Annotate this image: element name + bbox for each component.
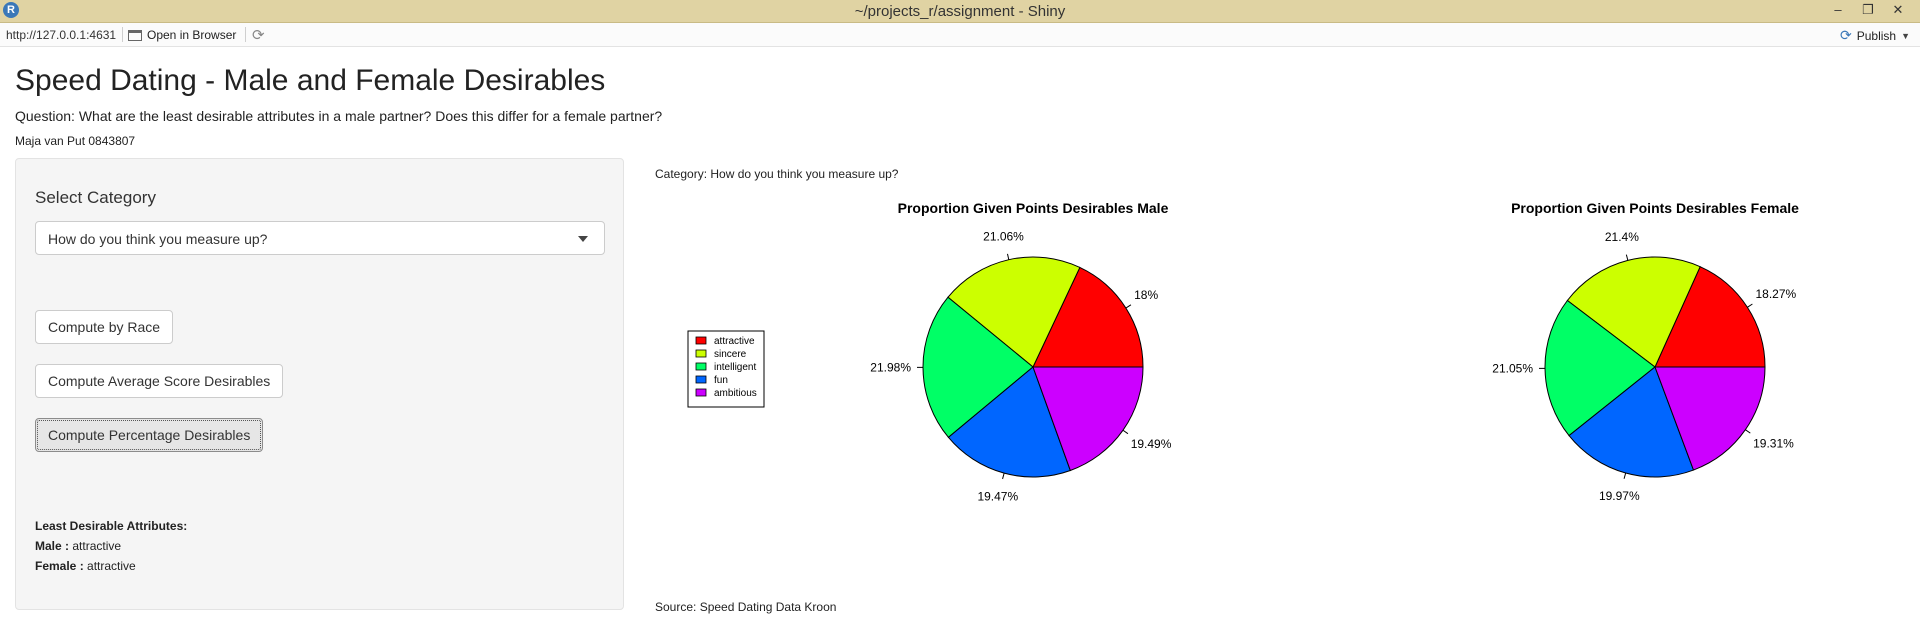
pie-slice-attractive — [1032, 266, 1144, 368]
author-text: Maja van Put 0843807 — [15, 134, 136, 148]
pie-slice-sincere — [947, 256, 1081, 368]
browser-window-icon — [128, 29, 142, 41]
legend-swatch-ambitious — [695, 388, 707, 397]
least-desirable-output: Least Desirable Attributes: Male : attra… — [35, 516, 187, 576]
slice-label: 21.06% — [983, 229, 1024, 243]
pie-slice-sincere — [1566, 256, 1701, 368]
male-label: Male : — [35, 539, 70, 553]
slice-label: 19.47% — [977, 489, 1018, 503]
toolbar-divider — [122, 27, 123, 42]
slice-label-tick — [1625, 254, 1629, 261]
window-title: ~/projects_r/assignment - Shiny — [854, 3, 1066, 20]
sidebar-panel: Select Category How do you think you mea… — [15, 158, 624, 610]
slice-label: 21.98% — [870, 360, 911, 374]
url-text[interactable]: http://127.0.0.1:4631 — [6, 28, 117, 42]
open-in-browser-label: Open in Browser — [147, 28, 237, 42]
page-title: Speed Dating - Male and Female Desirable… — [15, 64, 606, 97]
slice-label-tick — [1623, 472, 1627, 479]
dropdown-arrow-icon — [578, 236, 588, 242]
pie-charts-plot: Proportion Given Points Desirables Male 1… — [687, 200, 1799, 503]
chart-title: Proportion Given Points Desirables Male — [898, 200, 1169, 216]
legend-entry: sincere — [714, 349, 747, 360]
female-label: Female : — [35, 559, 84, 573]
publish-icon: ⟳ — [1839, 27, 1852, 43]
slice-label: 21.05% — [1492, 362, 1533, 376]
category-select[interactable]: How do you think you measure up? — [35, 221, 605, 255]
restore-icon[interactable]: ❐ — [1862, 2, 1874, 17]
source-text: Source: Speed Dating Data Kroon — [655, 600, 837, 614]
compute-by-race-button[interactable]: Compute by Race — [35, 310, 174, 344]
close-icon[interactable]: ✕ — [1892, 2, 1904, 17]
chart-title: Proportion Given Points Desirables Femal… — [1511, 200, 1799, 216]
question-text: Question: What are the least desirable a… — [15, 108, 663, 124]
minimize-icon[interactable]: – — [1834, 2, 1842, 17]
pie-slice-fun — [1568, 366, 1695, 478]
publish-label: Publish — [1856, 28, 1897, 43]
pie-slice-ambitious — [1654, 366, 1766, 471]
slice-label: 19.97% — [1599, 489, 1640, 503]
slice-label: 19.31% — [1753, 436, 1794, 450]
legend-swatch-sincere — [695, 349, 707, 358]
slice-label-tick — [1747, 303, 1753, 308]
pie-slice-ambitious — [1032, 366, 1144, 472]
legend-swatch-intelligent — [695, 362, 707, 371]
pie-slice-intelligent — [1544, 299, 1656, 437]
legend-swatch-attractive — [695, 336, 707, 345]
window-controls: – ❐ ✕ — [1824, 1, 1912, 19]
female-value: attractive — [87, 559, 136, 573]
compute-percentage-button[interactable]: Compute Percentage Desirables — [35, 418, 264, 452]
category-text: Category: How do you think you measure u… — [655, 167, 899, 181]
slice-label-tick — [1002, 473, 1005, 480]
category-select-value: How do you think you measure up? — [48, 231, 268, 247]
legend-entry: fun — [714, 375, 728, 386]
legend-entry: attractive — [714, 336, 755, 347]
publish-button[interactable]: ⟳ Publish ▼ — [1840, 27, 1910, 44]
legend-swatch-fun — [695, 375, 707, 384]
toolbar-divider — [245, 27, 246, 42]
pie-slice-attractive — [1654, 266, 1766, 368]
chevron-down-icon: ▼ — [1901, 30, 1910, 41]
slice-label-tick — [1122, 429, 1129, 435]
pie-slice-fun — [947, 366, 1071, 478]
slice-label-tick — [1006, 253, 1010, 260]
slice-label: 19.49% — [1131, 437, 1172, 451]
slice-label-tick — [1745, 429, 1751, 434]
window-titlebar: R ~/projects_r/assignment - Shiny – ❐ ✕ — [0, 0, 1920, 23]
slice-label-tick — [1125, 304, 1132, 309]
legend-entry: ambitious — [714, 388, 757, 399]
select-category-label: Select Category — [35, 188, 156, 207]
viewer-toolbar: http://127.0.0.1:4631 Open in Browser ⟳ … — [0, 23, 1920, 47]
refresh-icon[interactable]: ⟳ — [252, 27, 265, 44]
compute-average-score-button[interactable]: Compute Average Score Desirables — [35, 364, 284, 398]
slice-label: 18.27% — [1756, 287, 1797, 301]
slice-label: 21.4% — [1605, 230, 1639, 244]
rstudio-app-icon: R — [3, 2, 19, 18]
legend-entry: intelligent — [714, 362, 756, 373]
male-value: attractive — [72, 539, 122, 553]
open-in-browser-button[interactable]: Open in Browser — [128, 28, 236, 42]
slice-label: 18% — [1134, 288, 1158, 302]
least-desirable-heading: Least Desirable Attributes: — [35, 519, 188, 533]
